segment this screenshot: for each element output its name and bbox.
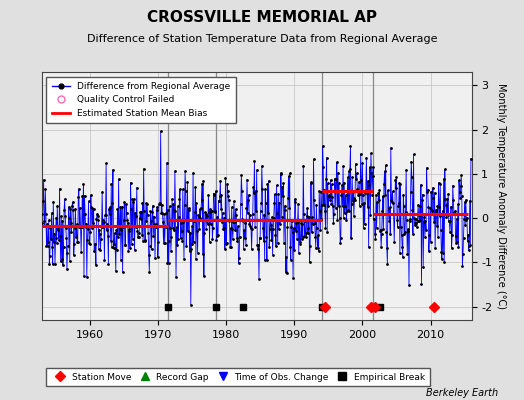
Y-axis label: Monthly Temperature Anomaly Difference (°C): Monthly Temperature Anomaly Difference (… — [496, 83, 506, 309]
Legend: Station Move, Record Gap, Time of Obs. Change, Empirical Break: Station Move, Record Gap, Time of Obs. C… — [47, 368, 430, 386]
Text: Berkeley Earth: Berkeley Earth — [425, 388, 498, 398]
Text: Difference of Station Temperature Data from Regional Average: Difference of Station Temperature Data f… — [87, 34, 437, 44]
Text: CROSSVILLE MEMORIAL AP: CROSSVILLE MEMORIAL AP — [147, 10, 377, 25]
